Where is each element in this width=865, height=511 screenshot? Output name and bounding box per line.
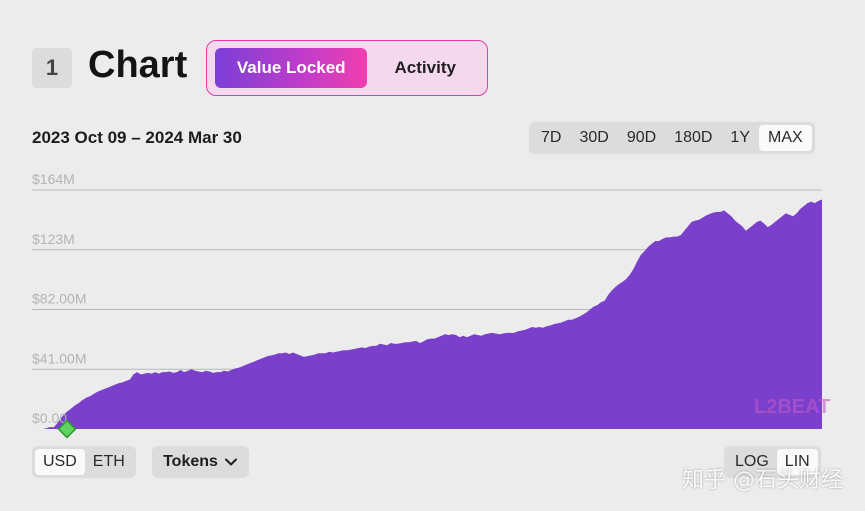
currency-usd-button[interactable]: USD	[35, 449, 85, 475]
y-tick-label: $41.00M	[32, 350, 86, 366]
range-button-30d[interactable]: 30D	[579, 129, 609, 146]
zhihu-watermark: 知乎 @石头财经	[682, 468, 843, 493]
tokens-label: Tokens	[163, 453, 218, 470]
y-tick-label: $0.00	[32, 410, 67, 426]
page-title: Chart	[88, 44, 188, 86]
range-button-180d[interactable]: 180D	[674, 129, 713, 146]
range-button-90d[interactable]: 90D	[626, 129, 657, 146]
date-range-label: 2023 Oct 09 – 2024 Mar 30	[32, 128, 242, 147]
y-tick-label: $82.00M	[32, 291, 86, 307]
l2beat-logo-watermark: L2BEAT	[754, 396, 831, 418]
range-button-7d[interactable]: 7D	[541, 129, 562, 146]
y-tick-label: $123M	[32, 231, 75, 247]
currency-eth-button[interactable]: ETH	[92, 453, 125, 470]
tab-activity[interactable]: Activity	[394, 58, 456, 77]
scale-log-button[interactable]: LOG	[735, 453, 769, 470]
chart-marker	[57, 419, 77, 439]
chevron-down-icon	[224, 458, 237, 466]
tvl-area-series	[32, 199, 822, 429]
currency-toggle: USD ETH	[32, 446, 136, 478]
range-button-max[interactable]: MAX	[759, 125, 812, 151]
tokens-dropdown[interactable]: Tokens	[152, 446, 249, 478]
time-range-selector: 7D 30D 90D 180D 1Y MAX	[529, 122, 815, 154]
chart-type-tabs: Value Locked Activity	[206, 40, 488, 96]
data-point-marker[interactable]	[57, 419, 77, 439]
scale-lin-button[interactable]: LIN	[776, 449, 818, 475]
section-number: 1	[32, 48, 72, 88]
y-axis-ticks: $0.00 $41.00M $82.00M $123M $164M	[32, 171, 86, 426]
scale-toggle: LOG LIN	[724, 446, 821, 478]
tab-value-locked[interactable]: Value Locked	[215, 48, 368, 88]
range-button-1y[interactable]: 1Y	[730, 129, 750, 146]
y-tick-label: $164M	[32, 171, 75, 187]
